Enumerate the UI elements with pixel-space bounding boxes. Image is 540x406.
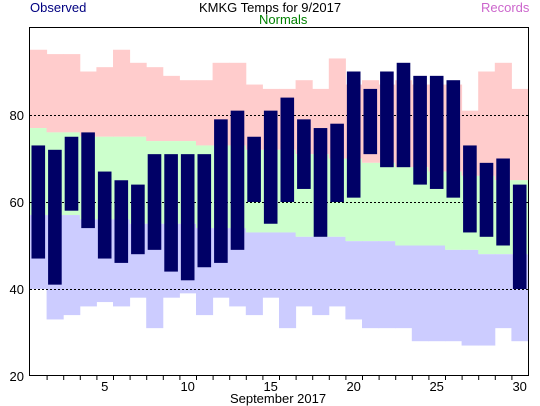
record-low-band	[494, 254, 512, 329]
records-legend-label: Records	[481, 0, 530, 15]
observed-bar	[97, 171, 112, 259]
normals-legend-label: Normals	[259, 12, 308, 27]
record-high-band	[478, 71, 496, 176]
observed-bar	[429, 75, 444, 189]
record-low-band	[345, 241, 363, 320]
y-tick-label: 40	[10, 282, 24, 297]
x-tick-label: 20	[346, 379, 360, 394]
observed-bar	[363, 88, 378, 155]
record-low-band	[63, 215, 81, 316]
observed-bar	[463, 145, 477, 233]
observed-bar	[380, 71, 394, 168]
observed-bars-layer	[31, 62, 527, 289]
observed-bar	[396, 62, 411, 168]
record-high-band	[162, 75, 180, 142]
normal-band	[395, 167, 413, 246]
observed-bar	[496, 158, 510, 246]
observed-bar	[479, 162, 494, 237]
x-tick-label: 30	[512, 379, 526, 394]
x-tick-label: 10	[180, 379, 194, 394]
record-high-band	[196, 80, 214, 146]
record-low-band	[461, 249, 479, 346]
record-high-band	[96, 67, 114, 137]
observed-bar	[147, 154, 162, 250]
record-low-band	[79, 219, 97, 307]
record-low-band	[378, 241, 396, 329]
observed-bar	[263, 110, 278, 224]
observed-bar	[131, 184, 145, 255]
x-tick-label: 5	[101, 379, 108, 394]
record-low-band	[328, 236, 346, 307]
observed-bar	[313, 128, 328, 237]
observed-bar	[64, 136, 79, 211]
record-high-band	[511, 88, 529, 181]
record-high-band	[79, 71, 97, 137]
record-high-band	[245, 84, 263, 150]
record-low-band	[428, 245, 446, 342]
observed-bar	[512, 184, 527, 289]
normal-band	[428, 171, 446, 246]
observed-bar	[214, 119, 228, 263]
record-high-band	[63, 54, 81, 133]
record-low-band	[362, 241, 380, 329]
record-low-band	[395, 245, 413, 329]
record-high-band	[30, 49, 48, 129]
x-tick-label: 25	[429, 379, 443, 394]
chart-title: KMKG Temps for 9/2017	[198, 0, 342, 15]
observed-bar	[247, 136, 261, 202]
observed-bar	[81, 132, 95, 229]
record-low-band	[279, 232, 297, 329]
x-axis-label: September 2017	[230, 391, 326, 406]
observed-bar	[297, 119, 311, 189]
plot-frame	[29, 27, 529, 376]
observed-bar	[180, 154, 195, 281]
record-low-band	[445, 249, 463, 342]
observed-bar	[413, 75, 427, 185]
axes-layer: 20 40 60 80 5 10 15 20 25 30 September 2017	[10, 108, 527, 406]
record-high-band	[129, 62, 147, 137]
observed-bar	[114, 180, 129, 263]
y-tick-label: 80	[10, 108, 24, 123]
record-high-band	[494, 62, 512, 181]
x-tick-label: 15	[263, 379, 277, 394]
record-low-band	[245, 232, 263, 316]
observed-bar	[280, 97, 295, 202]
observed-bar	[164, 154, 178, 272]
record-low-band	[295, 236, 313, 307]
normal-band	[411, 167, 429, 246]
observed-legend-label: Observed	[30, 0, 87, 15]
record-high-band	[146, 67, 164, 142]
gridlines-layer	[30, 115, 528, 290]
record-high-band	[113, 49, 131, 137]
observed-bar	[446, 80, 461, 198]
record-high-band	[46, 54, 64, 133]
observed-bar	[230, 110, 245, 250]
record-low-band	[411, 245, 429, 342]
observed-bar	[346, 71, 361, 198]
observed-bar	[48, 149, 62, 285]
observed-bar	[330, 123, 344, 202]
record-low-band	[312, 236, 330, 316]
record-low-band	[478, 254, 496, 346]
y-tick-label: 20	[10, 369, 24, 384]
record-low-band	[262, 232, 280, 298]
record-high-band	[179, 80, 197, 142]
record-low-band	[146, 223, 164, 329]
observed-bar	[197, 154, 212, 268]
observed-bar	[31, 145, 46, 259]
y-tick-label: 60	[10, 195, 24, 210]
